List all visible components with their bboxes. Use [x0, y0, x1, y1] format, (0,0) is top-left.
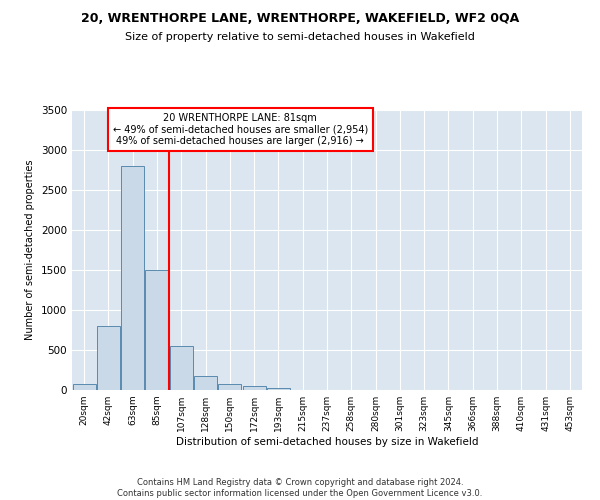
Text: Contains HM Land Registry data © Crown copyright and database right 2024.
Contai: Contains HM Land Registry data © Crown c… [118, 478, 482, 498]
Bar [218, 384, 241, 390]
Bar [170, 346, 193, 390]
X-axis label: Distribution of semi-detached houses by size in Wakefield: Distribution of semi-detached houses by … [176, 437, 478, 447]
Bar [242, 386, 266, 390]
Bar [194, 376, 217, 390]
Bar [97, 326, 120, 390]
Bar [145, 270, 169, 390]
Bar [121, 166, 144, 390]
Text: 20, WRENTHORPE LANE, WRENTHORPE, WAKEFIELD, WF2 0QA: 20, WRENTHORPE LANE, WRENTHORPE, WAKEFIE… [81, 12, 519, 26]
Y-axis label: Number of semi-detached properties: Number of semi-detached properties [25, 160, 35, 340]
Bar [73, 384, 95, 390]
Text: Size of property relative to semi-detached houses in Wakefield: Size of property relative to semi-detach… [125, 32, 475, 42]
Text: 20 WRENTHORPE LANE: 81sqm
← 49% of semi-detached houses are smaller (2,954)
49% : 20 WRENTHORPE LANE: 81sqm ← 49% of semi-… [113, 113, 368, 146]
Bar [267, 388, 290, 390]
